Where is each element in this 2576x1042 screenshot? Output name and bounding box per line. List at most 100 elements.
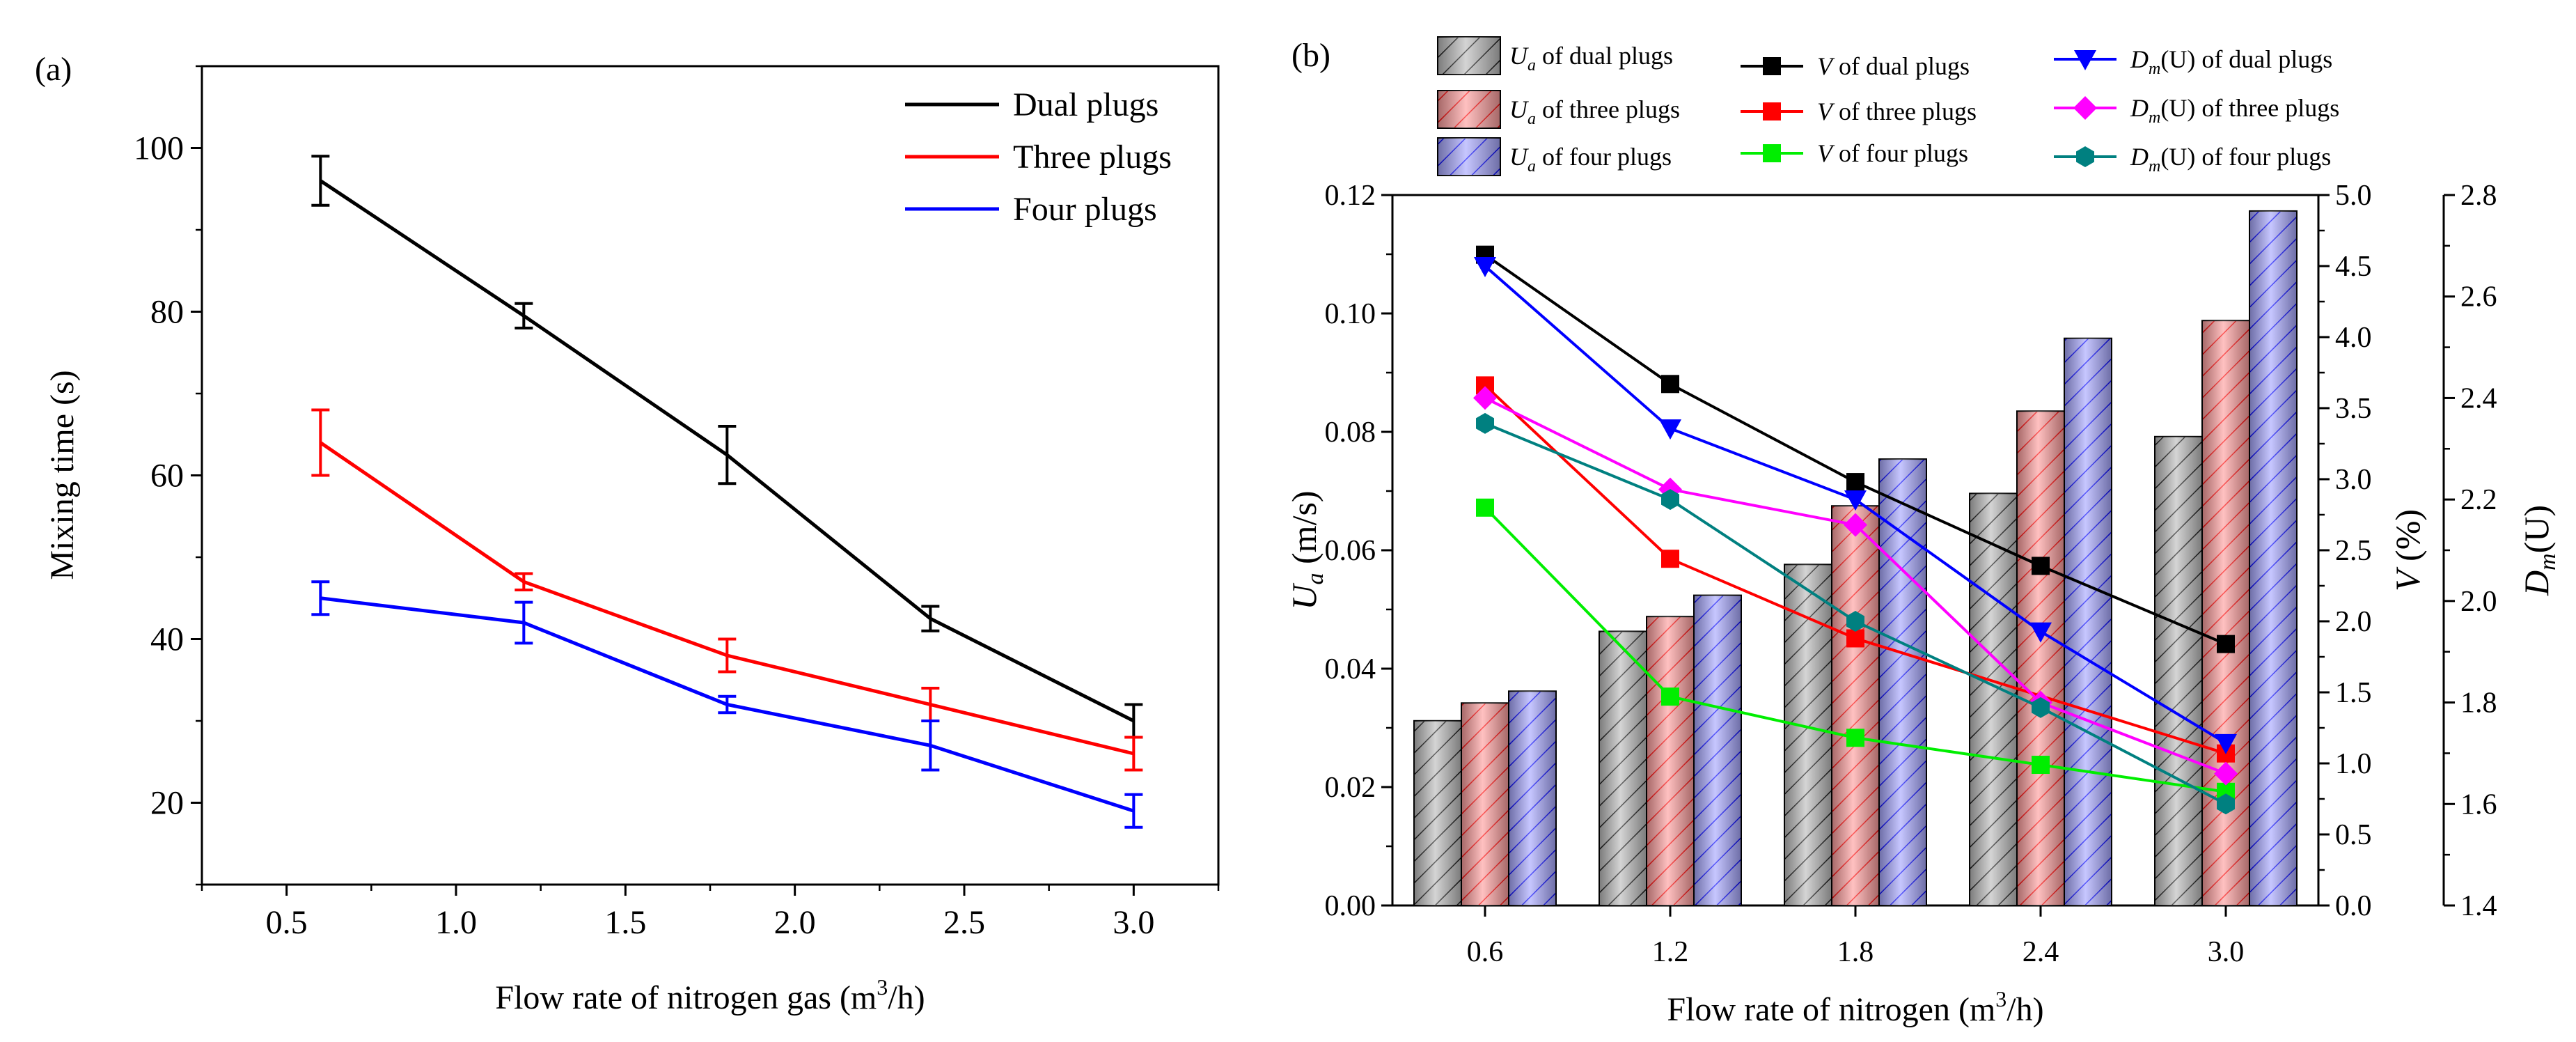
b-bar-shade — [1414, 720, 1461, 905]
b-series-marker — [2214, 761, 2238, 786]
b-left-ytick-label: 0.08 — [1325, 417, 1376, 449]
a-ytick-label: 100 — [134, 130, 184, 167]
b-xtick-label: 2.4 — [2023, 936, 2059, 968]
b-series-marker — [1846, 629, 1864, 648]
b-right-ytick-label: 2.0 — [2460, 586, 2497, 618]
panel-a: (a) 0.5 1.0 1.5 2.0 2.5 3.0 20 40 60 80 100 Dual p… — [35, 51, 1220, 1016]
b-series-marker — [1661, 489, 1679, 511]
panel-b-bars — [1413, 210, 2298, 907]
b-legend-d-marker — [2074, 50, 2096, 70]
b-xtick-label: 0.6 — [1467, 936, 1504, 968]
b-series-marker — [1476, 498, 1494, 517]
b-left-ytick-label: 0.04 — [1325, 653, 1376, 685]
b-legend-v-label: V of dual plugs — [1817, 52, 1970, 80]
b-right-ytick-label: 2.8 — [2460, 180, 2497, 212]
b-series-marker — [1846, 729, 1864, 747]
b-legend-d-label: Dm(U) of dual plugs — [2130, 45, 2332, 78]
b-left-ytick-label: 0.12 — [1325, 180, 1376, 212]
b-bar-shade — [2249, 210, 2297, 905]
panel-b: (b) 0.6 1.2 1.8 2.4 3.00.000.020.040.060.080… — [1285, 36, 2561, 1028]
b-right-ytick-label: 1.4 — [2460, 890, 2497, 922]
panel-b-legend: Ua of dual plugs Ua of three plugs Ua of f… — [1437, 36, 2339, 176]
b-bar-shade — [1461, 703, 1509, 905]
b-mid-ytick-label: 4.0 — [2335, 322, 2372, 354]
a-ytick-label: 20 — [150, 785, 184, 822]
b-legend-v-label: V of four plugs — [1817, 139, 1968, 167]
b-bar-shade — [2017, 411, 2064, 905]
b-bar-shade — [1970, 493, 2017, 905]
b-series-marker — [1846, 473, 1864, 492]
b-mid-ytick-label: 2.0 — [2335, 606, 2372, 638]
b-legend-v-label: V of three plugs — [1817, 98, 1977, 125]
b-bar-shade — [1879, 459, 1926, 905]
b-series-marker — [2215, 733, 2237, 754]
b-xtick-label: 3.0 — [2208, 936, 2245, 968]
a-xtick-label: 1.5 — [604, 904, 646, 941]
b-series-marker — [1661, 550, 1679, 568]
panel-b-lines — [1473, 245, 2238, 815]
b-series-marker — [1473, 386, 1497, 410]
b-xtick-label: 1.2 — [1652, 936, 1689, 968]
b-legend-bar-shade — [1438, 91, 1500, 128]
b-mid-ytick-label: 3.5 — [2335, 393, 2372, 425]
b-bar-shade — [1509, 691, 1556, 905]
b-legend-bar-shade — [1438, 138, 1500, 176]
a-ytick-label: 40 — [150, 621, 184, 658]
panel-a-series — [311, 155, 1143, 829]
panel-a-xlabel: Flow rate of nitrogen gas (m3/h) — [495, 974, 925, 1016]
b-series-marker — [2217, 635, 2235, 653]
b-series-marker — [2217, 793, 2235, 815]
a-xtick-label: 2.0 — [774, 904, 816, 941]
b-bar-shade — [1694, 595, 1741, 905]
b-bar-shade — [2202, 320, 2249, 905]
b-legend-d-marker — [2076, 146, 2094, 167]
panel-a-legend: Dual plugs Three plugs Four plugs — [905, 86, 1172, 228]
b-left-ytick-label: 0.02 — [1325, 772, 1376, 804]
a-ytick-label: 80 — [150, 294, 184, 331]
b-legend-d-label: Dm(U) of four plugs — [2130, 143, 2331, 176]
b-left-ytick-label: 0.10 — [1325, 298, 1376, 330]
panel-b-mid-ylabel: V (%) — [2388, 509, 2427, 591]
b-bar-shade — [2155, 436, 2202, 905]
b-right-ytick-label: 1.6 — [2460, 788, 2497, 821]
b-left-ytick-label: 0.06 — [1325, 535, 1376, 567]
b-mid-ytick-label: 4.5 — [2335, 251, 2372, 283]
b-mid-ytick-label: 1.0 — [2335, 748, 2372, 780]
panel-a-plot-frame — [201, 65, 1220, 886]
panel-b-left-ylabel: Ua (m/s) — [1285, 490, 1328, 609]
b-xtick-label: 1.8 — [1837, 936, 1874, 968]
b-series-marker — [1661, 687, 1679, 706]
a-xtick-label: 1.0 — [435, 904, 477, 941]
b-right-ytick-label: 2.2 — [2460, 484, 2497, 516]
panel-b-label: (b) — [1291, 37, 1330, 74]
b-mid-ytick-label: 5.0 — [2335, 180, 2372, 212]
b-series-marker — [1476, 412, 1494, 434]
b-series-marker — [1844, 490, 1867, 511]
b-mid-ytick-label: 1.5 — [2335, 677, 2372, 709]
b-legend-d-label: Dm(U) of three plugs — [2130, 94, 2339, 127]
b-bar-shade — [1647, 616, 1694, 905]
b-left-ytick-label: 0.00 — [1325, 890, 1376, 922]
panel-b-right-ylabel: Dm(U) — [2517, 505, 2561, 596]
b-mid-ytick-label: 2.5 — [2335, 535, 2372, 567]
b-legend-bar-label: Ua of dual plugs — [1509, 42, 1673, 75]
a-legend-label: Dual plugs — [1013, 86, 1159, 123]
b-series-marker — [2029, 622, 2052, 643]
b-series-marker — [1659, 419, 1681, 440]
b-bar-shade — [1832, 506, 1879, 905]
a-xtick-label: 2.5 — [943, 904, 985, 941]
b-series-marker — [1661, 375, 1679, 394]
panel-b-xlabel: Flow rate of nitrogen (m3/h) — [1667, 986, 2043, 1028]
a-xtick-label: 3.0 — [1113, 904, 1154, 941]
b-right-ytick-label: 2.4 — [2460, 382, 2497, 414]
panel-a-axes: 0.5 1.0 1.5 2.0 2.5 3.0 20 40 60 80 100 — [134, 65, 1220, 941]
b-series-marker — [2032, 756, 2050, 775]
b-right-ytick-label: 1.8 — [2460, 687, 2497, 720]
b-legend-v-marker — [1763, 144, 1781, 162]
panel-b-axes: 0.6 1.2 1.8 2.4 3.0 0.00 0.02 0.04 0.06 0.08 0.10 0… — [1325, 180, 2497, 968]
b-legend-v-marker — [1763, 57, 1781, 75]
a-legend-label: Three plugs — [1013, 139, 1172, 176]
panel-a-label: (a) — [35, 51, 72, 88]
b-legend-bar-label: Ua of three plugs — [1509, 95, 1680, 128]
b-series-marker — [1474, 257, 1496, 277]
